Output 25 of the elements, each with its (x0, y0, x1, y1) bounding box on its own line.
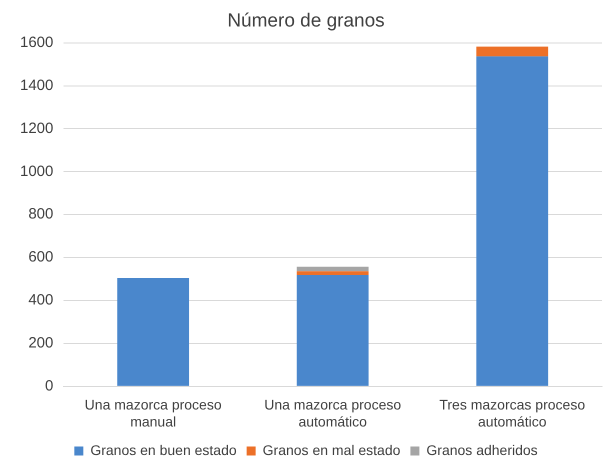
y-tick-label: 400 (28, 292, 54, 309)
bar (296, 266, 369, 272)
y-tick-label: 0 (45, 378, 54, 395)
bar (476, 56, 548, 386)
bar (117, 278, 190, 386)
category-label: Una mazorca proceso (84, 396, 222, 413)
chart-title: Número de granos (227, 10, 385, 32)
category-label: automático (298, 413, 367, 430)
y-tick-label: 1000 (20, 162, 54, 180)
category-label: manual (130, 413, 176, 430)
category-label: Una mazorca proceso (264, 396, 402, 413)
y-tick-label: 600 (28, 248, 54, 266)
category-label: automático (478, 413, 546, 430)
bar (296, 271, 369, 275)
bar (296, 274, 369, 386)
bar (476, 46, 548, 56)
y-tick-label: 1200 (20, 120, 54, 137)
category-label: Tres mazorcas proceso (439, 396, 586, 413)
y-tick-label: 1400 (20, 76, 54, 94)
y-tick-label: 200 (28, 334, 54, 352)
legend-label: Granos en buen estado (90, 442, 237, 458)
legend-label: Granos en mal estado (262, 442, 401, 458)
y-tick-label: 800 (28, 206, 54, 223)
y-tick-label: 1600 (20, 34, 54, 51)
legend-label: Granos adheridos (426, 442, 538, 458)
